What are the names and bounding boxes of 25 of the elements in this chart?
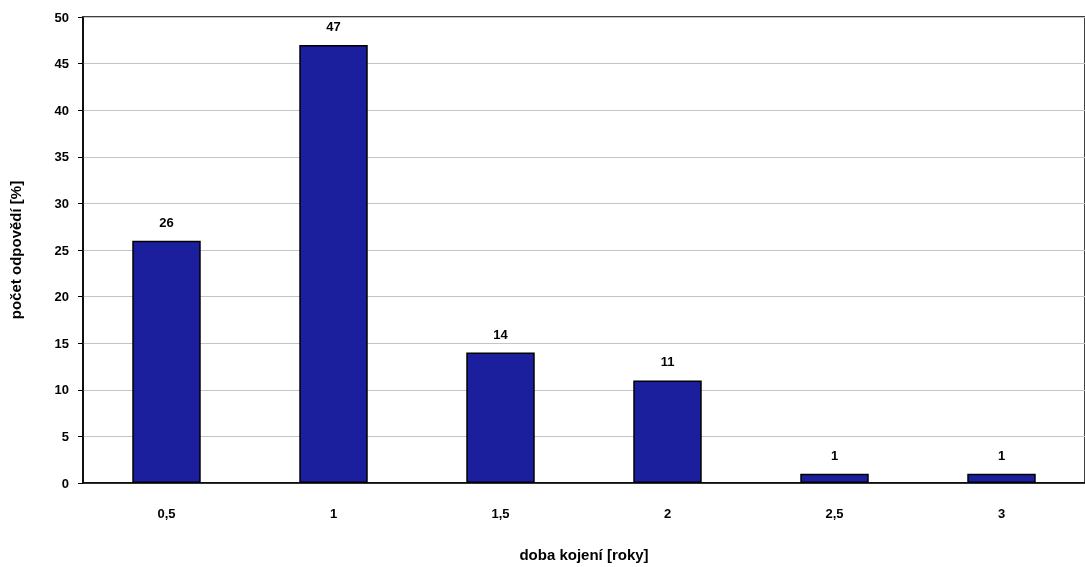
data-label: 26 [159,214,174,230]
y-tick-label: 0 [61,475,69,491]
y-tick-label: 20 [54,289,69,305]
data-label: 11 [660,354,675,370]
data-label: 1 [830,447,839,463]
x-axis-title: doba kojení [roky] [519,546,649,563]
y-tick-label: 40 [54,102,69,118]
data-label: 1 [997,447,1006,463]
y-tick-label: 25 [54,242,69,258]
y-tick-label: 5 [61,428,69,444]
data-label: 14 [493,326,509,342]
x-tick-label: 0,5 [157,506,176,521]
data-label: 47 [326,18,341,34]
y-tick-label: 45 [54,56,69,72]
x-tick-label: 3 [997,506,1006,521]
x-tick-label: 2,5 [825,506,844,521]
y-tick-label: 10 [54,382,69,398]
y-tick-label: 15 [54,335,69,351]
y-tick-label: 35 [54,149,69,165]
x-tick-label: 1 [329,506,338,521]
x-tick-label: 2 [663,506,672,521]
y-axis-title: počet odpovědí [%] [7,180,24,320]
y-tick-label: 50 [54,9,69,25]
x-tick-label: 1,5 [491,506,510,521]
y-tick-label: 30 [54,195,69,211]
